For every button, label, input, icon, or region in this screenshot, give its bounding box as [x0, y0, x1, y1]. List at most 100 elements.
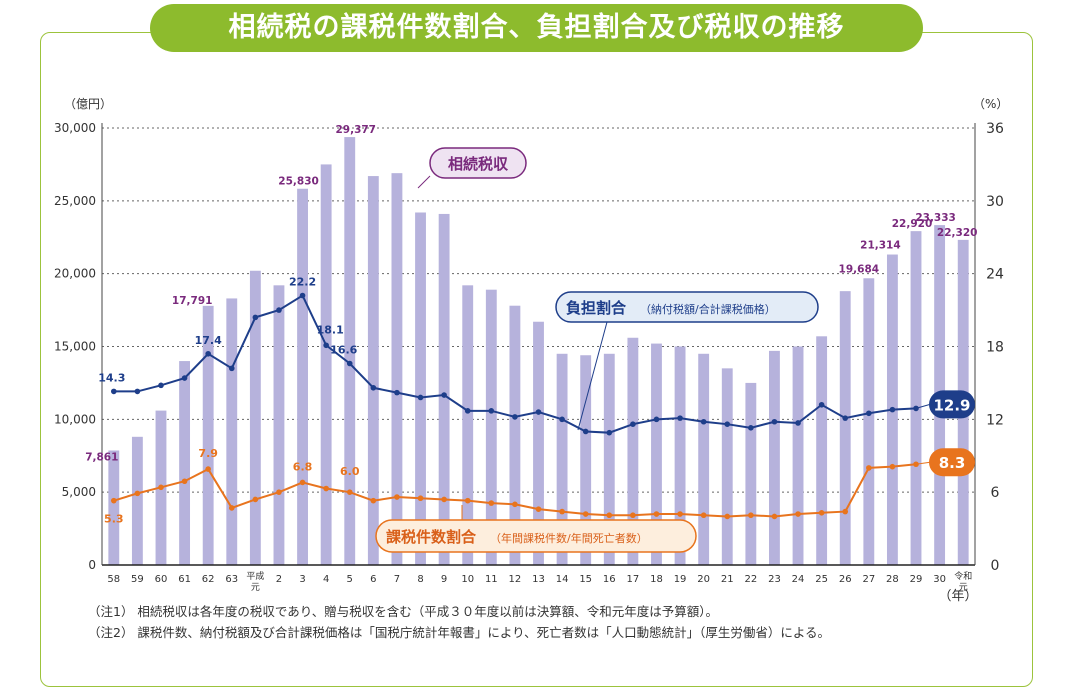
taxable-end-value: 8.3: [939, 454, 966, 472]
burden-ratio-point: [535, 409, 542, 415]
bar: [627, 337, 639, 565]
x-tick-label: 5: [347, 574, 353, 585]
left-tick-label: 5,000: [62, 485, 96, 499]
right-tick-label: 12: [986, 412, 1004, 428]
taxable-ratio-point: [441, 496, 447, 503]
burden-ratio-point: [724, 421, 731, 427]
bar: [344, 137, 356, 566]
taxable-ratio-point: [346, 489, 353, 495]
x-tick-label: 4: [323, 574, 329, 585]
taxable-ratio-point: [771, 513, 778, 520]
right-tick-label: 0: [991, 558, 1000, 574]
revenue-callout-box: [429, 147, 527, 179]
bar: [769, 350, 780, 565]
bar: [674, 346, 686, 565]
bar: [509, 305, 521, 565]
burden-ratio-point: [370, 384, 377, 391]
bar-data-label: 7,861: [85, 451, 118, 463]
burden-ratio-point: [677, 415, 683, 421]
taxable-ratio-point: [606, 512, 613, 519]
burden-ratio-point: [818, 401, 825, 408]
bar: [297, 188, 308, 566]
burden-ratio-point: [346, 360, 353, 367]
revenue-callout-leader: [417, 175, 431, 189]
taxable-ratio-point: [228, 505, 235, 511]
left-tick-label: 25,000: [54, 194, 96, 208]
right-axis-unit: （%）: [973, 97, 1008, 111]
right-tick-label: 24: [986, 267, 1004, 283]
bar-data-label: 19,684: [839, 263, 880, 275]
bar: [108, 450, 120, 565]
x-tick-label: 18: [650, 574, 663, 585]
burden-ratio-point: [700, 418, 707, 425]
right-tick-label: 18: [986, 340, 1004, 356]
taxable-ratio-point: [299, 479, 306, 486]
x-tick-label: 9: [441, 574, 447, 585]
bar-data-label: 22,320: [937, 227, 978, 239]
taxable-ratio-point: [158, 484, 164, 491]
bar: [391, 173, 403, 565]
taxable-data-label: 6.0: [340, 465, 360, 478]
burden-ratio-point: [441, 392, 447, 398]
x-tick-label: 11: [485, 574, 498, 585]
x-tick-label: 12: [509, 574, 522, 585]
chart-title: 相続税の課税件数割合、負担割合及び税収の推移: [150, 4, 923, 52]
x-tick-label: 22: [744, 574, 757, 585]
bar: [792, 346, 804, 565]
x-tick-label: 15: [579, 574, 592, 585]
x-tick-label: 2: [276, 574, 282, 585]
taxable-ratio-point: [866, 465, 872, 471]
bar: [249, 270, 261, 565]
bar: [816, 336, 828, 565]
taxable-ratio-point: [559, 508, 565, 515]
burden-ratio-point: [512, 414, 518, 420]
x-tick-label: 7: [394, 574, 400, 585]
taxable-ratio-point: [818, 510, 825, 516]
bar-data-label: 21,314: [860, 240, 901, 252]
bar-data-label: 22,920: [892, 218, 933, 230]
left-tick-label: 10,000: [54, 412, 96, 426]
x-tick-label: 3: [299, 574, 305, 585]
bar: [910, 231, 922, 565]
x-tick-label: 62: [202, 574, 215, 585]
taxable-ratio-point: [700, 512, 707, 519]
x-tick-label: 8: [417, 574, 423, 585]
right-tick-label: 6: [991, 485, 1000, 501]
burden-ratio-point: [252, 314, 259, 321]
burden-callout-label: 負担割合: [566, 299, 627, 317]
bar-data-label: 23,333: [915, 212, 956, 224]
taxable-ratio-point: [582, 511, 589, 517]
burden-data-label: 14.3: [98, 371, 125, 384]
taxable-ratio-point: [370, 497, 377, 504]
bar-data-label: 29,377: [335, 124, 376, 136]
x-tick-label: 令和: [954, 570, 972, 582]
taxable-ratio-point: [110, 497, 117, 504]
left-tick-label: 15,000: [54, 340, 96, 354]
x-tick-label: 28: [886, 574, 899, 585]
note-2: （注2） 課税件数、納付税額及び合計課税価格は「国税庁統計年報書」により、死亡者…: [88, 625, 831, 640]
taxable-ratio-point: [889, 463, 896, 470]
taxable-ratio-point: [630, 512, 636, 519]
burden-ratio-point: [606, 429, 613, 436]
bar: [485, 289, 497, 565]
taxable-ratio-point: [913, 461, 919, 468]
bar: [839, 291, 851, 565]
taxable-end-badge: [929, 448, 975, 477]
burden-ratio-point: [205, 350, 211, 357]
burden-ratio-point: [771, 418, 778, 425]
burden-ratio-point: [323, 342, 329, 349]
x-tick-label: 元: [959, 583, 968, 593]
burden-data-label: 17.4: [195, 334, 222, 347]
x-tick-label: 20: [697, 574, 710, 585]
bar: [533, 321, 544, 565]
taxable-ratio-point: [842, 508, 849, 515]
bar: [556, 353, 568, 565]
burden-ratio-point: [417, 394, 424, 401]
burden-ratio-point: [464, 408, 471, 414]
bar: [580, 355, 592, 565]
bar: [863, 278, 875, 565]
left-tick-label: 30,000: [54, 121, 96, 135]
left-axis-unit: （億円）: [64, 97, 112, 111]
burden-data-label: 16.6: [330, 343, 357, 356]
